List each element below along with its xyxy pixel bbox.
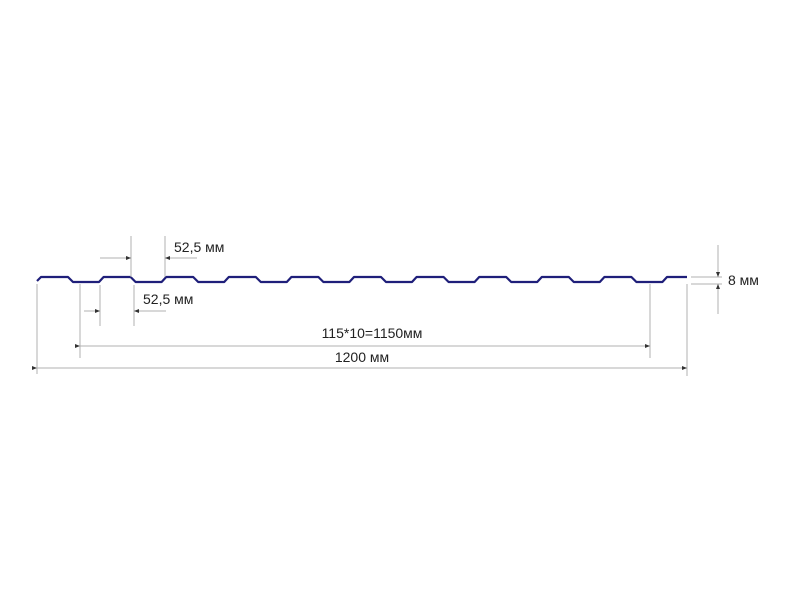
height-label: 8 мм [728,272,759,288]
total-width-label: 1200 мм [335,349,389,365]
pitch-top-label: 52,5 мм [174,239,224,255]
working-width-label: 115*10=1150мм [322,325,423,341]
sheet-profile [36,275,687,284]
pitch-bottom-label: 52,5 мм [143,291,193,307]
